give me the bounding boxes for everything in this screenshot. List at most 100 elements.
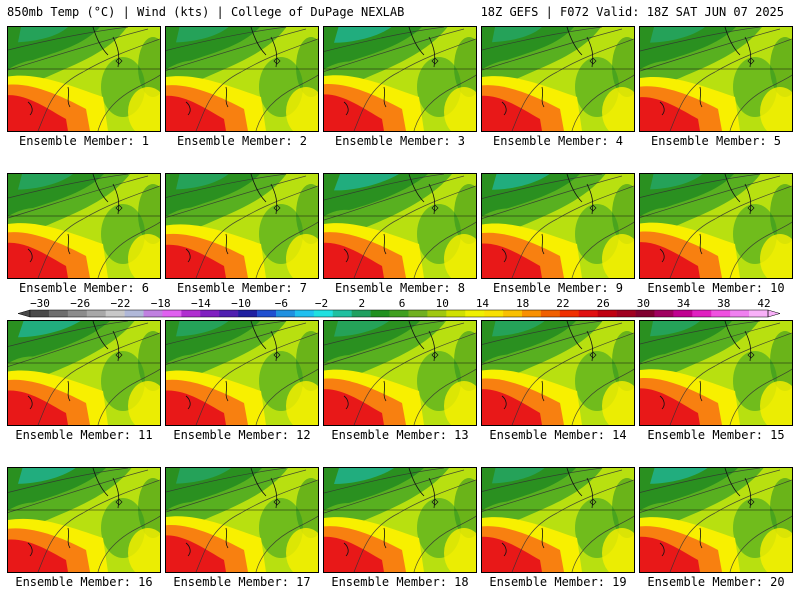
- ensemble-member-label: Ensemble Member: 20: [647, 575, 785, 589]
- ensemble-member-label: Ensemble Member: 14: [489, 428, 627, 442]
- temperature-map: [640, 174, 792, 278]
- colorbar-swatch: [332, 310, 352, 317]
- ensemble-member-label: Ensemble Member: 16: [15, 575, 153, 589]
- ensemble-map-panel: [323, 26, 477, 132]
- temperature-map: [324, 321, 476, 425]
- ensemble-member-label: Ensemble Member: 7: [176, 281, 308, 295]
- ensemble-map-panel: [481, 26, 635, 132]
- colorbar-swatch: [351, 310, 371, 317]
- ensemble-map-panel: [481, 320, 635, 426]
- colorbar-swatch: [389, 310, 409, 317]
- colorbar-max-arrow: [767, 309, 781, 318]
- ensemble-map-panel: [481, 467, 635, 573]
- temperature-map: [482, 27, 634, 131]
- colorbar-swatch: [86, 310, 106, 317]
- colorbar-tick-label: 34: [677, 297, 691, 310]
- temperature-colorbar: −30 −26 −22 −18 −14 −10 −6 −2 2 6 10 14 18 22 26 30 34 38…: [0, 296, 800, 324]
- colorbar-swatch: [124, 310, 144, 317]
- colorbar-swatch: [692, 310, 712, 317]
- ensemble-member-label: Ensemble Member: 6: [18, 281, 150, 295]
- ensemble-member-label: Ensemble Member: 10: [647, 281, 785, 295]
- colorbar-swatch: [219, 310, 239, 317]
- ensemble-member-label: Ensemble Member: 19: [489, 575, 627, 589]
- colorbar-tick-label: 6: [399, 297, 406, 310]
- temperature-map: [166, 27, 318, 131]
- ensemble-map-panel: [7, 467, 161, 573]
- temperature-map: [8, 321, 160, 425]
- temperature-map: [8, 174, 160, 278]
- colorbar-tick-label: −22: [111, 297, 131, 310]
- colorbar-swatch: [370, 310, 390, 317]
- colorbar-swatch: [427, 310, 447, 317]
- ensemble-member-label: Ensemble Member: 4: [492, 134, 624, 148]
- colorbar-tick-label: 10: [436, 297, 449, 310]
- colorbar-swatch: [484, 310, 504, 317]
- colorbar-tick-label: −18: [151, 297, 171, 310]
- ensemble-member-label: Ensemble Member: 3: [334, 134, 466, 148]
- colorbar-swatch: [654, 310, 674, 317]
- ensemble-member-label: Ensemble Member: 13: [331, 428, 469, 442]
- temperature-map: [166, 321, 318, 425]
- colorbar-swatch: [48, 310, 69, 317]
- temperature-map: [8, 468, 160, 572]
- temperature-map: [324, 174, 476, 278]
- colorbar-swatch: [408, 310, 428, 317]
- ensemble-member-label: Ensemble Member: 18: [331, 575, 469, 589]
- temperature-map: [640, 27, 792, 131]
- colorbar-swatch: [143, 310, 163, 317]
- ensemble-map-panel: [7, 173, 161, 279]
- ensemble-map-panel: [639, 320, 793, 426]
- colorbar-swatch: [200, 310, 220, 317]
- colorbar-swatch: [597, 310, 617, 317]
- colorbar-swatch: [30, 310, 50, 317]
- colorbar-graphic: −30 −26 −22 −18 −14 −10 −6 −2 2 6 10 14 18 22 26 30 34 38…: [17, 297, 781, 318]
- colorbar-swatch: [749, 310, 769, 317]
- temperature-map: [640, 468, 792, 572]
- colorbar-tick-label: 30: [637, 297, 650, 310]
- ensemble-map-panel: [639, 467, 793, 573]
- ensemble-map-panel: [7, 26, 161, 132]
- ensemble-map-panel: [165, 320, 319, 426]
- ensemble-map-panel: [323, 467, 477, 573]
- colorbar-swatch: [313, 310, 334, 317]
- temperature-map: [482, 321, 634, 425]
- ensemble-member-label: Ensemble Member: 12: [173, 428, 311, 442]
- colorbar-swatch: [257, 310, 277, 317]
- temperature-map: [482, 468, 634, 572]
- colorbar-tick-label: 22: [556, 297, 569, 310]
- colorbar-swatch: [181, 310, 201, 317]
- colorbar-swatch: [635, 310, 655, 317]
- temperature-map: [324, 27, 476, 131]
- colorbar-tick-label: −2: [315, 297, 328, 310]
- ensemble-member-label: Ensemble Member: 1: [18, 134, 150, 148]
- colorbar-tick-label: −30: [30, 297, 50, 310]
- colorbar-swatch: [67, 310, 88, 317]
- colorbar-swatch: [673, 310, 693, 317]
- colorbar-swatch: [540, 310, 561, 317]
- colorbar-tick-label: −10: [231, 297, 251, 310]
- colorbar-swatch: [465, 310, 485, 317]
- temperature-map: [166, 468, 318, 572]
- colorbar-swatch: [503, 310, 523, 317]
- ensemble-member-label: Ensemble Member: 11: [15, 428, 153, 442]
- colorbar-tick-label: −26: [70, 297, 90, 310]
- colorbar-swatch: [446, 310, 466, 317]
- colorbar-tick-label: 38: [717, 297, 730, 310]
- colorbar-swatch: [578, 310, 598, 317]
- ensemble-map-panel: [7, 320, 161, 426]
- ensemble-map-panel: [481, 173, 635, 279]
- ensemble-map-panel: [323, 173, 477, 279]
- ensemble-member-label: Ensemble Member: 2: [176, 134, 308, 148]
- colorbar-swatch: [730, 310, 750, 317]
- colorbar-swatch: [162, 310, 182, 317]
- temperature-map: [324, 468, 476, 572]
- colorbar-tick-label: −14: [191, 297, 211, 310]
- ensemble-member-label: Ensemble Member: 5: [650, 134, 782, 148]
- ensemble-map-panel: [639, 26, 793, 132]
- ensemble-map-panel: [639, 173, 793, 279]
- ensemble-member-label: Ensemble Member: 8: [334, 281, 466, 295]
- colorbar-min-arrow: [17, 309, 31, 318]
- temperature-map: [166, 174, 318, 278]
- colorbar-swatch: [559, 310, 580, 317]
- colorbar-tick-label: 42: [757, 297, 770, 310]
